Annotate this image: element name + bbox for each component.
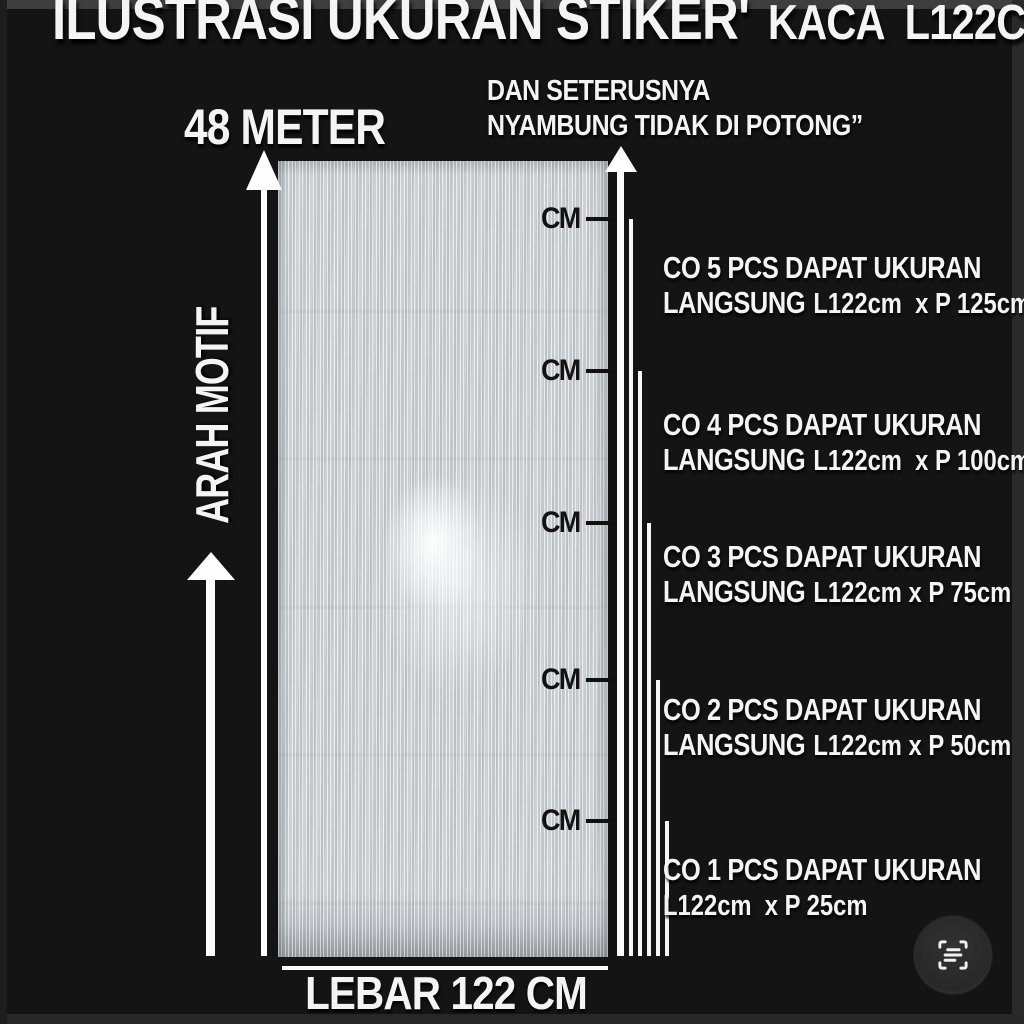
size-block-line2: L122cm x P 25cm xyxy=(663,887,981,924)
roll-length-arrow-line xyxy=(261,186,267,956)
top-border xyxy=(0,0,1024,9)
size-block-line2: LANGSUNG L122cm x P 100cm xyxy=(663,442,1024,479)
cut-length-line-1pcs xyxy=(665,821,669,956)
continuous-length-arrow-line xyxy=(617,170,624,956)
size-block-line1: CO 3 PCS DAPAT UKURAN xyxy=(663,539,982,574)
sticker-strip-image xyxy=(278,161,608,957)
cm-tick: CM xyxy=(541,806,616,836)
cm-tick: CM xyxy=(541,508,616,538)
size-block-3pcs: CO 3 PCS DAPAT UKURAN LANGSUNG L122cm x P… xyxy=(663,539,1011,611)
cut-length-line-3pcs xyxy=(647,523,651,956)
motif-direction-arrow-icon xyxy=(187,552,235,580)
cm-tick-label: CM xyxy=(541,354,581,387)
continuity-note-line1: DAN SETERUSNYA xyxy=(487,75,711,107)
size-block-line2: LANGSUNG L122cm x P 75cm xyxy=(663,574,1011,611)
size-block-1pcs: CO 1 PCS DAPAT UKURAN L122cm x P 25cm xyxy=(663,852,982,924)
scan-text-icon xyxy=(938,940,968,970)
size-block-dimensions: L122cm x P 50cm xyxy=(813,730,1012,762)
size-block-line1: CO 5 PCS DAPAT UKURAN xyxy=(663,250,982,285)
cm-tick-line xyxy=(585,521,616,525)
cm-tick-label: CM xyxy=(541,202,581,235)
motif-direction-arrow-line xyxy=(206,578,215,956)
cm-tick-line xyxy=(585,217,616,221)
size-block-dimensions: L122cm x P 75cm xyxy=(813,577,1012,609)
cm-tick-line xyxy=(585,819,616,823)
roll-length-arrow-icon xyxy=(246,150,282,190)
size-block-line1: CO 2 PCS DAPAT UKURAN xyxy=(663,692,982,727)
cm-tick: CM xyxy=(541,204,616,234)
roll-length-label: 48 METER xyxy=(184,99,386,155)
page-title: ILUSTRASI UKURAN STIKER' KACA L122CM xyxy=(52,0,1024,53)
size-block-line2: LANGSUNG L122cm x P 50cm xyxy=(663,727,1011,764)
continuity-note: DAN SETERUSNYA NYAMBUNG TIDAK DI POTONG” xyxy=(487,74,863,144)
continuous-length-arrow-icon xyxy=(605,146,637,172)
size-block-langsung: LANGSUNG xyxy=(663,727,806,762)
cm-tick-line xyxy=(585,678,616,682)
title-sub: KACA L122CM xyxy=(767,0,1024,50)
size-block-4pcs: CO 4 PCS DAPAT UKURAN LANGSUNG L122cm x P… xyxy=(663,407,1024,479)
size-block-line2: LANGSUNG L122cm x P 125cm xyxy=(663,285,1024,322)
bottom-border xyxy=(0,1014,1024,1024)
title-main: ILUSTRASI UKURAN STIKER' xyxy=(52,0,750,52)
size-block-5pcs: CO 5 PCS DAPAT UKURAN LANGSUNG L122cm x P… xyxy=(663,250,1024,322)
continuity-note-line2: NYAMBUNG TIDAK DI POTONG” xyxy=(487,109,863,142)
size-block-2pcs: CO 2 PCS DAPAT UKURAN LANGSUNG L122cm x P… xyxy=(663,692,1011,764)
cm-tick-label: CM xyxy=(541,663,581,696)
size-block-langsung: LANGSUNG xyxy=(663,574,806,609)
width-label: LEBAR 122 CM xyxy=(305,967,588,1019)
motif-direction-label: ARAH MOTIF xyxy=(186,306,238,524)
cm-tick-line xyxy=(585,369,616,373)
size-block-langsung: LANGSUNG xyxy=(663,285,806,320)
cut-length-line-5pcs xyxy=(629,219,633,956)
width-measure-line xyxy=(282,966,608,970)
cut-length-line-4pcs xyxy=(638,371,642,956)
cm-tick-label: CM xyxy=(541,804,581,837)
size-block-dimensions: L122cm x P 125cm xyxy=(813,288,1024,320)
right-border xyxy=(1012,0,1024,1024)
cm-tick: CM xyxy=(541,665,616,695)
left-border xyxy=(0,0,7,1024)
size-block-dimensions: L122cm x P 25cm xyxy=(663,890,868,922)
size-block-line1: CO 1 PCS DAPAT UKURAN xyxy=(663,852,982,887)
size-block-line1: CO 4 PCS DAPAT UKURAN xyxy=(663,407,982,442)
cm-tick-label: CM xyxy=(541,506,581,539)
cm-tick: CM xyxy=(541,356,616,386)
scan-text-button[interactable] xyxy=(914,916,992,994)
size-block-dimensions: L122cm x P 100cm xyxy=(813,445,1024,477)
cut-length-line-2pcs xyxy=(656,680,660,956)
size-block-langsung: LANGSUNG xyxy=(663,442,806,477)
